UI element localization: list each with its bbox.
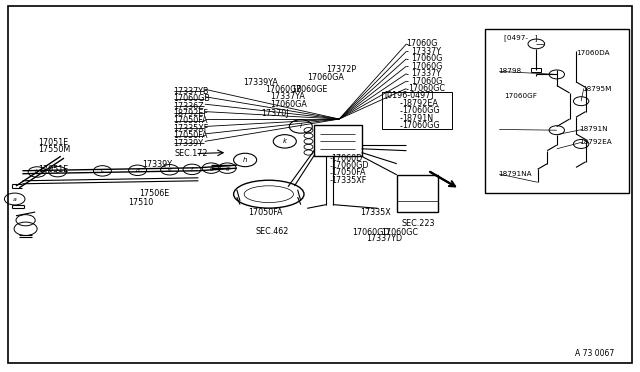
Text: 17339Y: 17339Y bbox=[173, 139, 203, 148]
Text: 17335X: 17335X bbox=[360, 208, 390, 217]
Text: k: k bbox=[283, 138, 287, 144]
Text: a: a bbox=[13, 196, 17, 202]
Text: 17506E: 17506E bbox=[140, 189, 170, 198]
Text: 18798: 18798 bbox=[498, 68, 521, 74]
Text: 17060D: 17060D bbox=[331, 154, 362, 163]
Text: 17050FA: 17050FA bbox=[173, 131, 207, 140]
Text: 17372P: 17372P bbox=[326, 65, 356, 74]
Text: 17060GA: 17060GA bbox=[307, 73, 344, 82]
Text: f: f bbox=[191, 167, 193, 172]
Text: SEC.223: SEC.223 bbox=[402, 219, 435, 228]
Text: 17510: 17510 bbox=[128, 198, 153, 207]
Text: 17060G: 17060G bbox=[411, 77, 442, 86]
Bar bbox=[314, 125, 362, 156]
Text: 17060GG: 17060GG bbox=[402, 106, 440, 115]
Text: 18791N: 18791N bbox=[402, 114, 433, 123]
Text: 17335XF: 17335XF bbox=[331, 176, 366, 185]
Text: l: l bbox=[300, 124, 302, 129]
Text: 17370J: 17370J bbox=[261, 109, 289, 118]
Text: 17060GC: 17060GC bbox=[381, 228, 418, 237]
Bar bbox=[382, 92, 452, 129]
Text: 17060G: 17060G bbox=[411, 62, 442, 71]
Bar bbox=[397, 175, 438, 212]
Text: 17060GG: 17060GG bbox=[402, 121, 440, 130]
Text: 17050FA: 17050FA bbox=[173, 116, 207, 125]
Text: h: h bbox=[243, 157, 248, 163]
Text: 17337YB: 17337YB bbox=[173, 87, 208, 96]
Text: d: d bbox=[136, 168, 140, 173]
Text: e: e bbox=[168, 167, 172, 172]
Text: 17060GD: 17060GD bbox=[331, 161, 369, 170]
Text: 17060GD: 17060GD bbox=[352, 228, 390, 237]
Text: 17060GB: 17060GB bbox=[266, 85, 303, 94]
Text: 18791NA: 18791NA bbox=[498, 171, 532, 177]
Text: b: b bbox=[35, 170, 39, 174]
Text: g: g bbox=[209, 166, 213, 171]
Text: 17060GF: 17060GF bbox=[504, 93, 537, 99]
Text: SEC.462: SEC.462 bbox=[256, 227, 289, 236]
Text: 17060G: 17060G bbox=[411, 54, 442, 63]
Text: 17550M: 17550M bbox=[38, 145, 70, 154]
Text: 18792EA: 18792EA bbox=[579, 139, 612, 145]
Text: 17060DA: 17060DA bbox=[576, 50, 610, 56]
Text: 17050FA: 17050FA bbox=[331, 169, 365, 177]
Text: 17060GE: 17060GE bbox=[291, 85, 328, 94]
Text: 18791N: 18791N bbox=[579, 126, 608, 132]
Text: c: c bbox=[100, 169, 104, 173]
Bar bbox=[485, 29, 629, 193]
Text: 17339Y: 17339Y bbox=[142, 160, 172, 169]
Text: 18792EF: 18792EF bbox=[173, 109, 207, 118]
Text: 17336Z: 17336Z bbox=[173, 102, 204, 110]
Text: 17051E: 17051E bbox=[38, 138, 68, 147]
Text: 17060GA: 17060GA bbox=[270, 100, 307, 109]
Text: [0196-0497]: [0196-0497] bbox=[384, 90, 434, 99]
Text: 17335XF: 17335XF bbox=[173, 124, 208, 133]
Text: 17050FA: 17050FA bbox=[248, 208, 283, 217]
Bar bbox=[531, 68, 541, 72]
Text: 17337YA: 17337YA bbox=[270, 92, 305, 101]
Text: 18795M: 18795M bbox=[582, 86, 612, 92]
Text: 17337YD: 17337YD bbox=[366, 234, 402, 243]
Text: SEC.172: SEC.172 bbox=[174, 149, 207, 158]
Text: 17060G: 17060G bbox=[406, 39, 438, 48]
Text: g: g bbox=[225, 166, 229, 171]
Text: 17337Y: 17337Y bbox=[411, 47, 441, 56]
Text: 17337Y: 17337Y bbox=[411, 69, 441, 78]
Text: b: b bbox=[56, 169, 60, 174]
Text: [0497-   ]: [0497- ] bbox=[504, 34, 538, 41]
Text: 18792EA: 18792EA bbox=[402, 99, 438, 108]
Text: 17060GC: 17060GC bbox=[408, 84, 445, 93]
Text: 17051E: 17051E bbox=[38, 165, 68, 174]
Text: A 73 0067: A 73 0067 bbox=[575, 349, 614, 358]
Text: 17339YA: 17339YA bbox=[243, 78, 278, 87]
Text: 17060GB: 17060GB bbox=[173, 94, 210, 103]
